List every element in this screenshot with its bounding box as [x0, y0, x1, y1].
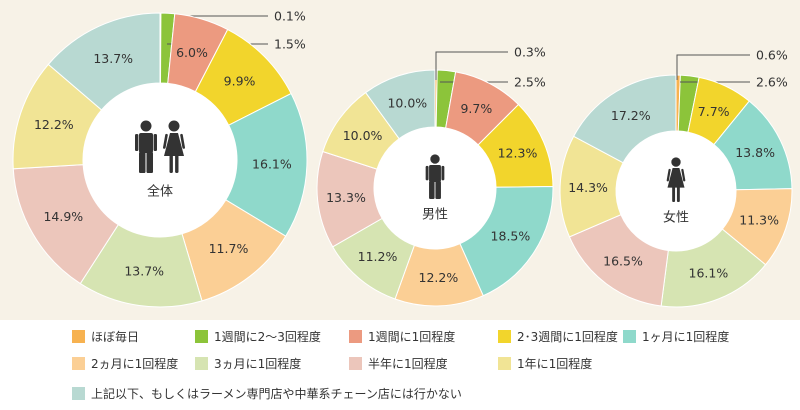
data-label: 2.5%: [514, 75, 546, 90]
data-label: 12.2%: [34, 117, 74, 132]
data-label: 11.3%: [739, 212, 779, 227]
legend-label: 1ヶ月に1回程度: [642, 330, 730, 344]
legend-label: 半年に1回程度: [368, 357, 448, 371]
data-label: 0.3%: [514, 45, 546, 60]
legend-label: 上記以下、もしくはラーメン専門店や中華系チェーン店には行かない: [91, 387, 462, 401]
data-label: 16.1%: [252, 157, 292, 172]
data-label: 17.2%: [611, 108, 651, 123]
legend-swatch: [349, 330, 362, 343]
data-label: 9.9%: [224, 74, 256, 89]
center-label: 全体: [147, 184, 173, 200]
legend-swatch: [349, 357, 362, 370]
legend-item: 上記以下、もしくはラーメン専門店や中華系チェーン店には行かない: [72, 385, 462, 402]
data-label: 1.5%: [274, 37, 306, 52]
data-label: 11.7%: [209, 241, 249, 256]
center-label: 男性: [422, 208, 448, 223]
data-label: 13.7%: [93, 51, 133, 66]
center-label: 女性: [663, 210, 689, 226]
data-label: 12.2%: [419, 270, 459, 285]
data-label: 13.3%: [326, 190, 366, 205]
legend-item: 2･3週間に1回程度: [498, 328, 618, 345]
legend-label: 3ヵ月に1回程度: [214, 357, 302, 371]
data-label: 11.2%: [358, 249, 398, 264]
donut-charts: 0.1% 1.5% 6.0% 9.9% 16.1% 11.7% 13.7% 14.9% 12.2…: [12, 9, 793, 308]
man-and-woman-icon: [135, 120, 185, 173]
data-label: 12.3%: [498, 146, 538, 161]
man-icon: [425, 154, 445, 200]
legend-swatch: [72, 330, 85, 343]
legend-label: 1週間に1回程度: [368, 330, 456, 344]
data-label: 13.7%: [124, 263, 164, 278]
legend: ほぼ毎日 1週間に2～3回程度 1週間に1回程度 2･3週間に1回程度 1ヶ月に1回程度…: [0, 320, 800, 410]
data-label: 0.6%: [756, 48, 788, 63]
data-label: 16.5%: [603, 254, 643, 269]
woman-icon: [666, 157, 686, 203]
donut-chart-男性: 0.3% 2.5% 9.7% 12.3% 18.5% 12.2% 11.2% 13.3% 10.…: [316, 45, 554, 307]
data-label: 6.0%: [176, 45, 208, 60]
legend-item: ほぼ毎日: [72, 328, 139, 345]
donut-chart-全体: 0.1% 1.5% 6.0% 9.9% 16.1% 11.7% 13.7% 14.9% 12.2…: [12, 9, 308, 308]
data-label: 0.1%: [274, 9, 306, 24]
data-label: 16.1%: [689, 265, 729, 280]
data-label: 14.9%: [43, 209, 83, 224]
data-label: 7.7%: [698, 104, 730, 119]
legend-swatch: [72, 387, 85, 400]
data-label: 18.5%: [491, 229, 531, 244]
legend-label: 1年に1回程度: [517, 357, 593, 371]
legend-item: 1年に1回程度: [498, 355, 592, 372]
legend-label: 2･3週間に1回程度: [517, 330, 618, 344]
legend-swatch: [195, 330, 208, 343]
legend-swatch: [72, 357, 85, 370]
legend-swatch: [498, 330, 511, 343]
data-label: 2.6%: [756, 75, 788, 90]
chart-area: 0.1% 1.5% 6.0% 9.9% 16.1% 11.7% 13.7% 14.9% 12.2…: [0, 0, 800, 320]
data-label: 9.7%: [460, 101, 492, 116]
legend-swatch: [195, 357, 208, 370]
legend-swatch: [498, 357, 511, 370]
donut-chart-女性: 0.6% 2.6% 7.7% 13.8% 11.3% 16.1% 16.5% 14.3% 17.…: [559, 48, 793, 308]
legend-label: ほぼ毎日: [91, 330, 140, 344]
legend-label: 2ヵ月に1回程度: [91, 357, 179, 371]
legend-item: 1ヶ月に1回程度: [623, 328, 729, 345]
legend-item: 1週間に2～3回程度: [195, 328, 321, 345]
data-label: 10.0%: [343, 128, 383, 143]
legend-label: 1週間に2～3回程度: [214, 330, 321, 344]
data-label: 14.3%: [568, 180, 608, 195]
legend-item: 2ヵ月に1回程度: [72, 355, 178, 372]
legend-item: 1週間に1回程度: [349, 328, 455, 345]
legend-item: 半年に1回程度: [349, 355, 448, 372]
legend-swatch: [623, 330, 636, 343]
data-label: 10.0%: [387, 95, 427, 110]
data-label: 13.8%: [735, 145, 775, 160]
legend-item: 3ヵ月に1回程度: [195, 355, 301, 372]
